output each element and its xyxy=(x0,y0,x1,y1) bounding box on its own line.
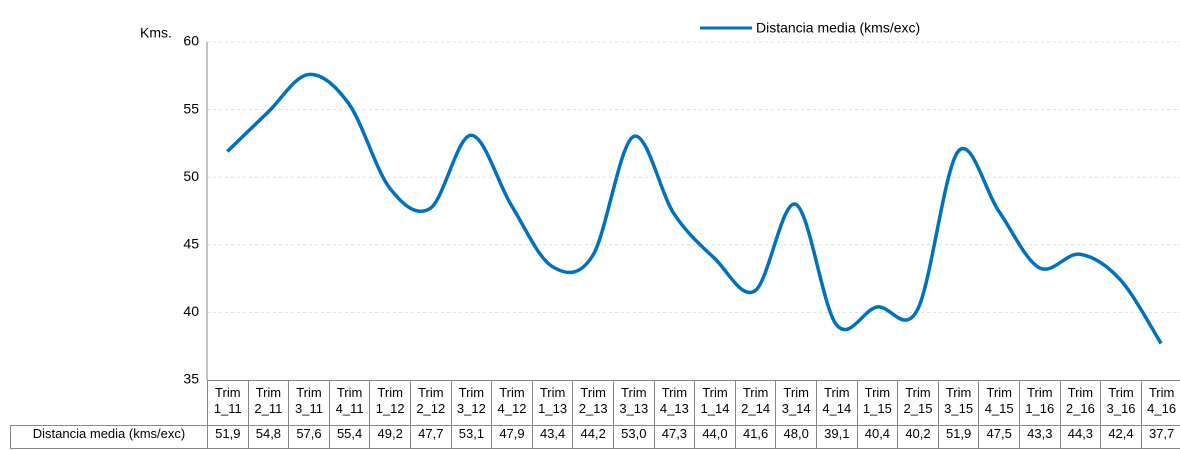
category-cell: Trim 2_15 xyxy=(897,380,939,426)
value-label: 51,9 xyxy=(207,425,249,449)
y-tick-label: 35 xyxy=(183,371,199,387)
value-label: 53,1 xyxy=(450,425,493,449)
value-label: 51,9 xyxy=(937,425,980,449)
value-label: 54,8 xyxy=(247,425,290,449)
value-label: 57,6 xyxy=(288,425,330,449)
category-cell: Trim 4_13 xyxy=(653,380,696,426)
category-cell: Trim 2_12 xyxy=(410,380,452,426)
value-label: 47,9 xyxy=(491,425,533,449)
value-label: 48,0 xyxy=(775,425,817,449)
category-cell: Trim 3_13 xyxy=(613,380,655,426)
value-label: 44,2 xyxy=(572,425,614,449)
category-cell: Trim 3_16 xyxy=(1100,380,1142,426)
value-label: 40,2 xyxy=(897,425,939,449)
category-cell: Trim 3_11 xyxy=(288,380,330,426)
category-cell: Trim 2_11 xyxy=(247,380,290,426)
category-cell: Trim 4_11 xyxy=(328,380,371,426)
category-cell: Trim 4_15 xyxy=(978,380,1020,426)
value-label: 49,2 xyxy=(369,425,411,449)
value-label: 37,7 xyxy=(1140,425,1180,449)
value-label: 39,1 xyxy=(816,425,858,449)
category-cell: Trim 1_15 xyxy=(856,380,899,426)
category-cell: Trim 3_14 xyxy=(775,380,817,426)
value-label: 53,0 xyxy=(613,425,655,449)
category-cell: Trim 1_11 xyxy=(207,380,249,426)
series-line xyxy=(226,72,1163,345)
category-cell: Trim 4_14 xyxy=(816,380,858,426)
value-label: 47,7 xyxy=(410,425,452,449)
category-cell: Trim 2_14 xyxy=(734,380,777,426)
category-cell: Trim 3_12 xyxy=(450,380,493,426)
category-cell: Trim 1_12 xyxy=(369,380,411,426)
y-tick-label: 45 xyxy=(183,236,199,252)
value-label: 55,4 xyxy=(328,425,371,449)
category-cell: Trim 1_13 xyxy=(531,380,574,426)
y-axis-label: Kms. xyxy=(140,25,172,41)
value-label: 41,6 xyxy=(734,425,777,449)
value-label: 47,5 xyxy=(978,425,1020,449)
category-cell: Trim 1_16 xyxy=(1019,380,1061,426)
category-cell: Trim 1_14 xyxy=(694,380,736,426)
value-label: 42,4 xyxy=(1100,425,1142,449)
category-cell: Trim 2_16 xyxy=(1059,380,1102,426)
y-tick-label: 50 xyxy=(183,168,199,184)
value-label: 43,4 xyxy=(531,425,574,449)
y-tick-label: 55 xyxy=(183,100,199,116)
legend-label: Distancia media (kms/exc) xyxy=(756,20,920,36)
category-cell: Trim 2_13 xyxy=(572,380,614,426)
value-label: 47,3 xyxy=(653,425,696,449)
value-label: 43,3 xyxy=(1019,425,1061,449)
y-tick-label: 60 xyxy=(183,33,199,49)
value-label: 44,3 xyxy=(1059,425,1102,449)
category-cell: Trim 4_16 xyxy=(1140,380,1180,426)
value-label: 40,4 xyxy=(856,425,899,449)
category-cell: Trim 3_15 xyxy=(937,380,980,426)
y-tick-label: 40 xyxy=(183,303,199,319)
category-cell: Trim 4_12 xyxy=(491,380,533,426)
table-row-header: Distancia media (kms/exc) xyxy=(10,425,208,449)
value-label: 44,0 xyxy=(694,425,736,449)
